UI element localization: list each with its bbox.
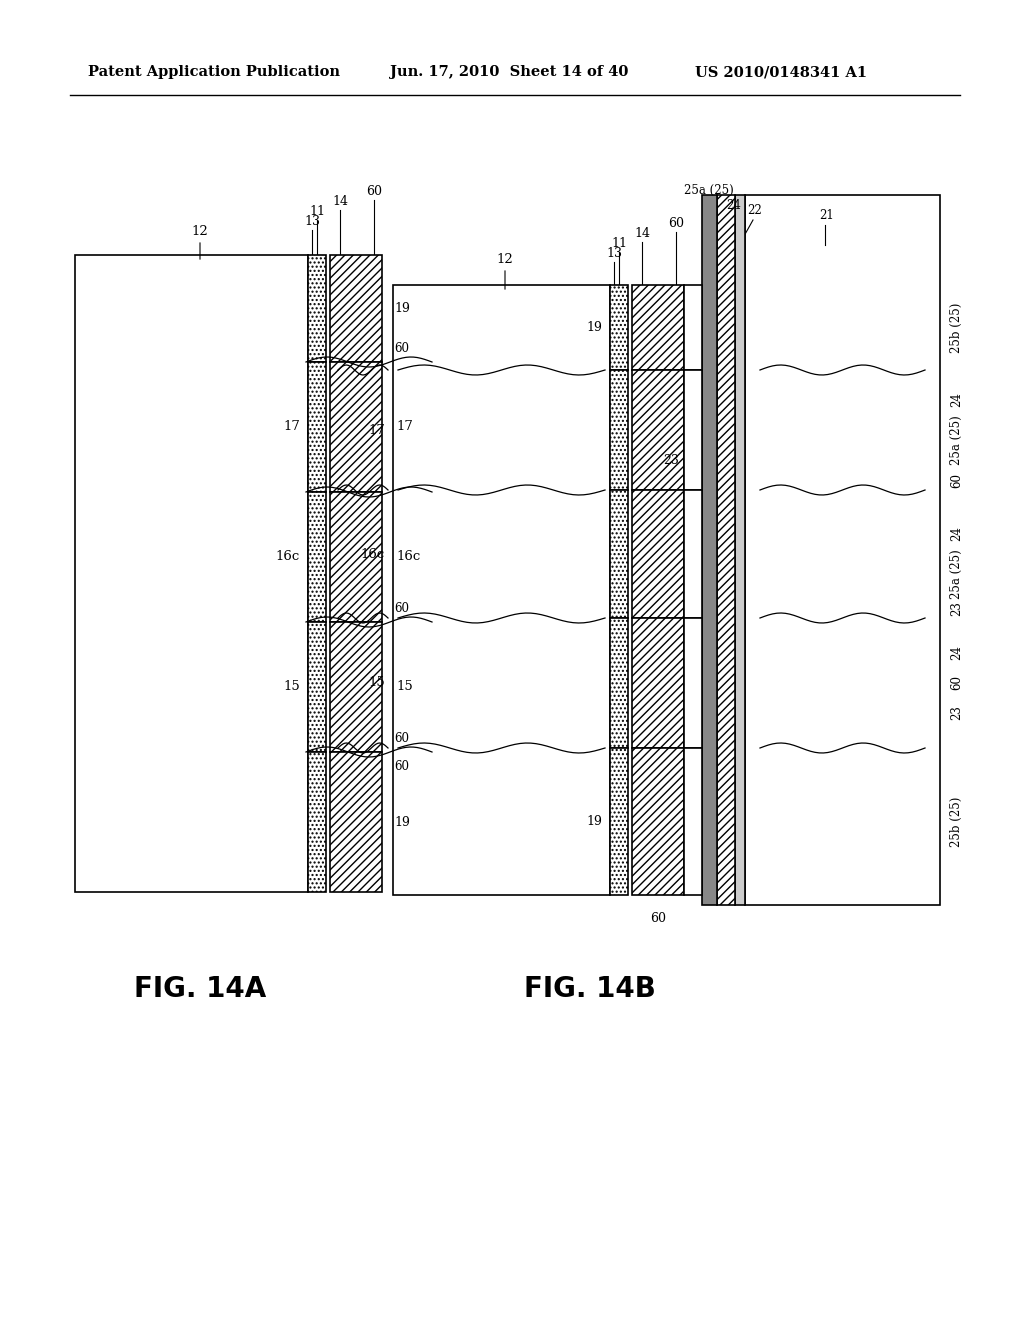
Bar bbox=[308, 362, 326, 492]
Bar bbox=[308, 255, 326, 362]
Text: 22: 22 bbox=[748, 205, 763, 216]
Text: 25b (25): 25b (25) bbox=[950, 796, 963, 846]
Bar bbox=[610, 285, 628, 370]
Bar bbox=[330, 622, 382, 752]
Bar bbox=[632, 748, 684, 895]
Text: 15: 15 bbox=[284, 681, 300, 693]
Text: 12: 12 bbox=[497, 253, 513, 267]
Bar bbox=[632, 490, 684, 618]
Bar bbox=[330, 492, 382, 622]
Bar bbox=[610, 618, 628, 748]
Text: 60: 60 bbox=[394, 731, 409, 744]
Text: 13: 13 bbox=[606, 247, 622, 260]
Text: 25b (25): 25b (25) bbox=[950, 302, 963, 352]
Text: 60: 60 bbox=[668, 216, 684, 230]
Bar bbox=[684, 618, 702, 748]
Text: 15: 15 bbox=[396, 681, 413, 693]
Bar bbox=[75, 255, 308, 892]
Text: 25a (25): 25a (25) bbox=[950, 414, 963, 465]
Text: 60: 60 bbox=[950, 676, 963, 690]
Bar bbox=[393, 285, 610, 895]
Text: 19: 19 bbox=[586, 814, 602, 828]
Text: 24: 24 bbox=[950, 645, 963, 660]
Text: 11: 11 bbox=[611, 238, 627, 249]
Text: 60: 60 bbox=[394, 602, 409, 615]
Bar bbox=[632, 370, 684, 490]
Bar bbox=[330, 362, 382, 492]
Bar bbox=[684, 370, 702, 490]
Text: 23: 23 bbox=[950, 602, 963, 616]
Text: 11: 11 bbox=[309, 205, 325, 218]
Text: 16c: 16c bbox=[396, 550, 420, 564]
Text: 17: 17 bbox=[396, 421, 413, 433]
Bar bbox=[308, 752, 326, 892]
Bar bbox=[610, 370, 628, 490]
Bar bbox=[308, 622, 326, 752]
Bar bbox=[632, 285, 684, 370]
Text: 14: 14 bbox=[332, 195, 348, 209]
Bar bbox=[684, 748, 702, 895]
Bar bbox=[330, 752, 382, 892]
Text: 60: 60 bbox=[366, 185, 382, 198]
Text: 16c: 16c bbox=[275, 550, 300, 564]
Bar bbox=[330, 255, 382, 362]
Text: US 2010/0148341 A1: US 2010/0148341 A1 bbox=[695, 65, 867, 79]
Text: 14: 14 bbox=[634, 227, 650, 240]
Text: 17: 17 bbox=[283, 421, 300, 433]
Text: 19: 19 bbox=[394, 816, 410, 829]
Bar bbox=[308, 492, 326, 622]
Text: 60: 60 bbox=[650, 912, 666, 925]
Bar bbox=[684, 285, 702, 370]
Text: 19: 19 bbox=[394, 302, 410, 315]
Text: 19: 19 bbox=[586, 321, 602, 334]
Text: FIG. 14A: FIG. 14A bbox=[134, 975, 266, 1003]
Text: 23: 23 bbox=[664, 454, 679, 466]
Text: 12: 12 bbox=[191, 224, 208, 238]
Bar bbox=[684, 490, 702, 618]
Text: FIG. 14B: FIG. 14B bbox=[524, 975, 656, 1003]
Text: Patent Application Publication: Patent Application Publication bbox=[88, 65, 340, 79]
Bar bbox=[735, 195, 745, 906]
Text: 17: 17 bbox=[368, 424, 385, 437]
Text: 21: 21 bbox=[819, 209, 835, 222]
Text: 23: 23 bbox=[950, 706, 963, 721]
Text: 60: 60 bbox=[394, 342, 409, 355]
Text: 24: 24 bbox=[727, 199, 741, 213]
Text: 60: 60 bbox=[950, 473, 963, 487]
Text: 15: 15 bbox=[369, 676, 385, 689]
Bar bbox=[610, 490, 628, 618]
Text: 60: 60 bbox=[394, 759, 409, 772]
Bar bbox=[745, 195, 940, 906]
Text: 24: 24 bbox=[950, 392, 963, 408]
Bar bbox=[632, 618, 684, 748]
Bar bbox=[717, 195, 735, 906]
Text: 13: 13 bbox=[304, 215, 319, 228]
Text: 24: 24 bbox=[950, 527, 963, 541]
Text: 25a (25): 25a (25) bbox=[684, 183, 734, 197]
Text: 25a (25): 25a (25) bbox=[950, 549, 963, 599]
Bar bbox=[610, 748, 628, 895]
Bar bbox=[702, 195, 717, 906]
Text: 16c: 16c bbox=[360, 548, 385, 561]
Text: Jun. 17, 2010  Sheet 14 of 40: Jun. 17, 2010 Sheet 14 of 40 bbox=[390, 65, 629, 79]
